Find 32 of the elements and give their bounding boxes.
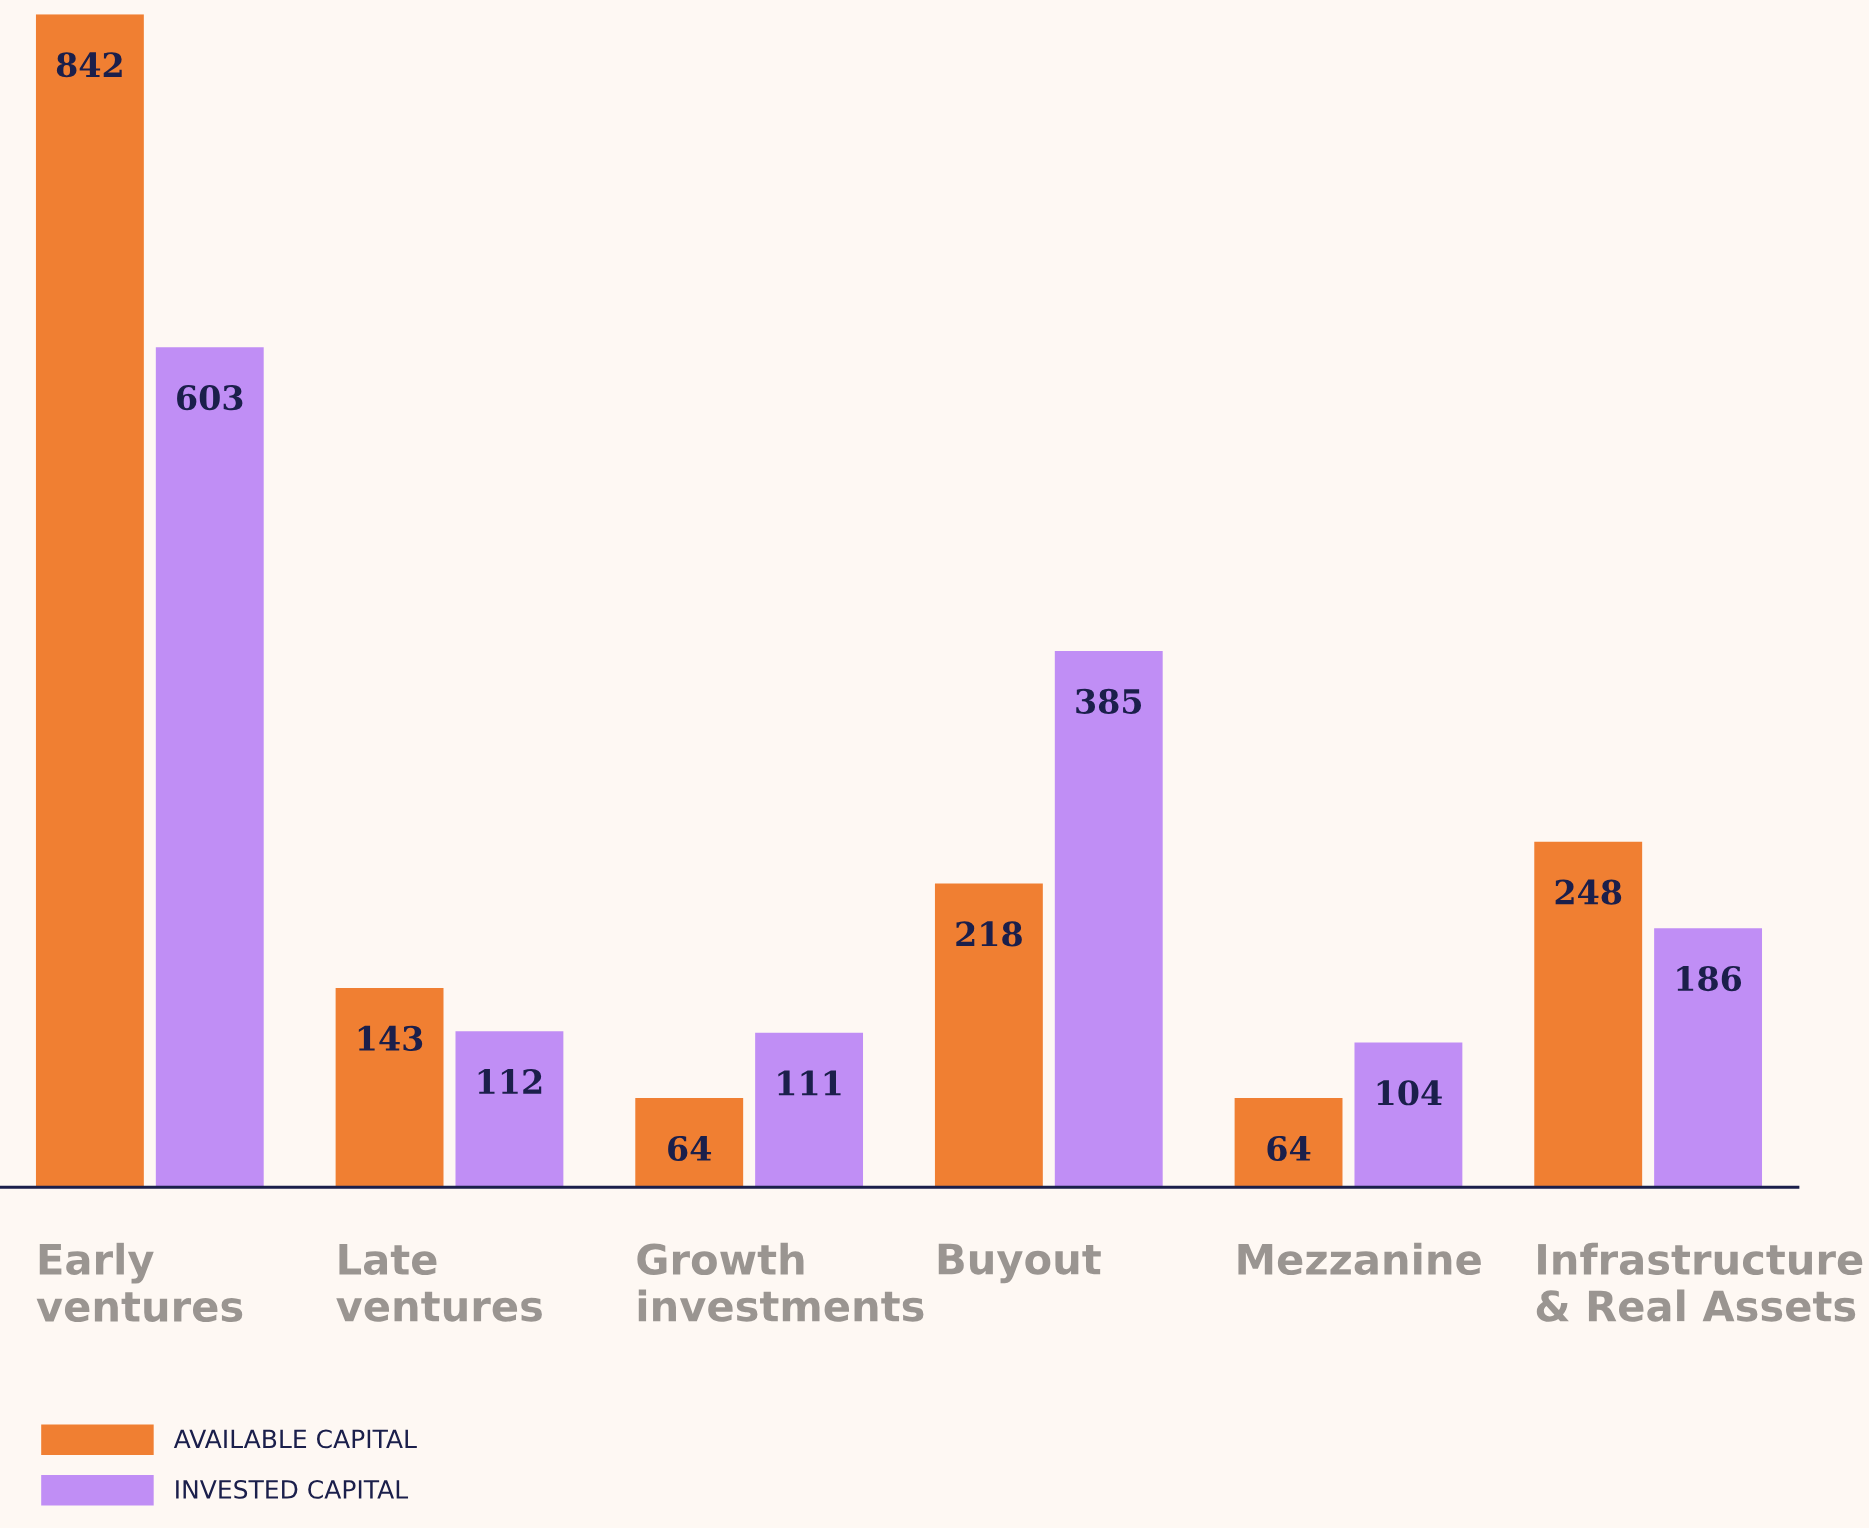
- x-tick-label: Late ventures: [336, 1244, 542, 1322]
- bar: [934, 883, 1043, 1188]
- bar: [335, 988, 444, 1188]
- x-tick-label: Mezzanine: [1238, 1242, 1481, 1276]
- bar: [1534, 841, 1643, 1188]
- data-label: 385: [1076, 688, 1142, 714]
- legend-label: INVESTED CAPITAL: [176, 1479, 409, 1499]
- x-tick-label: Infrastructure & Real Assets: [1536, 1242, 1863, 1322]
- bar: [155, 347, 264, 1188]
- x-tick-label: Early ventures: [36, 1242, 243, 1323]
- data-label: 143: [358, 1025, 423, 1052]
- bar: [635, 1098, 744, 1188]
- data-label: 842: [56, 52, 122, 78]
- bar: [755, 1032, 864, 1188]
- data-label: 111: [778, 1070, 841, 1096]
- data-label: 248: [1555, 879, 1622, 905]
- data-label: 186: [1677, 965, 1742, 992]
- bar: [1654, 928, 1763, 1188]
- x-tick-label: Buyout: [938, 1243, 1101, 1284]
- data-label: 64: [1267, 1135, 1311, 1162]
- data-label: 218: [956, 921, 1022, 947]
- data-label: 104: [1377, 1080, 1442, 1106]
- bar: [1054, 650, 1163, 1188]
- legend-label: AVAILABLE CAPITAL: [173, 1429, 417, 1449]
- data-label: 112: [478, 1069, 542, 1094]
- bar: [35, 14, 144, 1188]
- x-tick-label: Growth investments: [637, 1242, 924, 1322]
- bar: [455, 1031, 564, 1188]
- bar: [1354, 1042, 1463, 1188]
- data-label: 603: [177, 385, 243, 411]
- bar: [1234, 1098, 1343, 1188]
- data-label: 64: [668, 1135, 712, 1162]
